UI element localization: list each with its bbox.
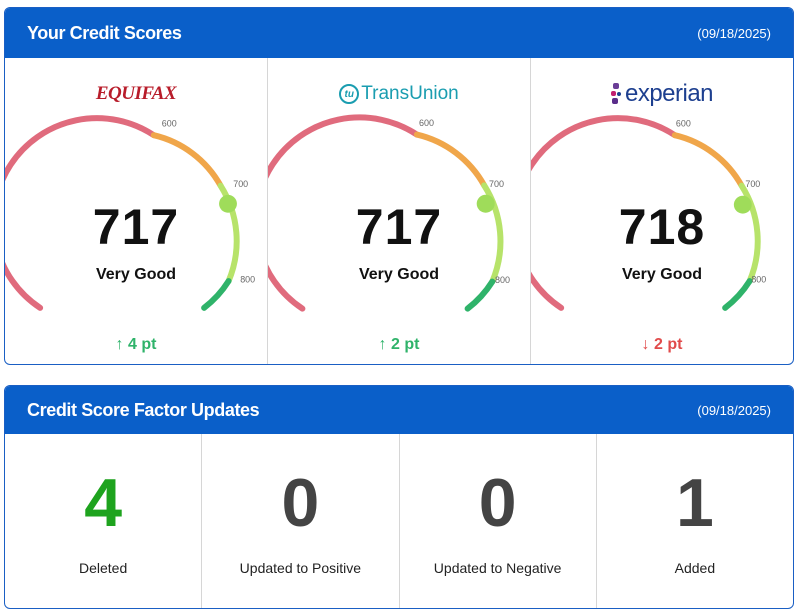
score-change: ↓ 2 pt: [531, 336, 793, 354]
factor-added[interactable]: 1 Added: [597, 434, 793, 608]
experian-name: experian: [624, 80, 714, 107]
gauge-marker: [219, 194, 237, 213]
score-gauge: 600 700 800: [268, 114, 510, 312]
credit-scores-title: Your Credit Scores: [27, 22, 182, 43]
score-change: ↑ 2 pt: [268, 336, 530, 354]
tick-label-700: 700: [489, 179, 504, 189]
score-rating: Very Good: [621, 266, 703, 283]
gauge-band-excellent: [464, 278, 496, 312]
gauge-band-fair: [413, 131, 488, 189]
transunion-name: TransUnion: [361, 83, 459, 104]
factor-label: Deleted: [78, 560, 128, 576]
factor-label: Added: [674, 560, 716, 576]
factor-deleted[interactable]: 4 Deleted: [5, 434, 203, 608]
factor-label: Updated to Negative: [433, 560, 562, 576]
tick-label-800: 800: [240, 274, 255, 284]
bureau-card-equifax[interactable]: 600 700 800 EQUIFAX 717 Very Good ↑ 4 pt: [5, 58, 268, 364]
score-change: ↑ 4 pt: [5, 336, 267, 354]
transunion-wordmark: tu TransUnion: [339, 83, 459, 105]
factor-count: 1: [675, 465, 714, 541]
gauge-band-excellent: [201, 278, 232, 311]
tick-label-600: 600: [419, 118, 434, 128]
credit-scores-panel: Your Credit Scores (09/18/2025) 600 700 …: [4, 7, 794, 365]
experian-dots-icon: [610, 83, 623, 105]
score-rating: Very Good: [358, 266, 440, 283]
tick-label-800: 800: [751, 274, 766, 284]
score-change-text: 2 pt: [654, 336, 683, 353]
bureau-card-transunion[interactable]: 600 700 800 tu TransUnion 717 Very Good …: [268, 58, 531, 364]
credit-scores-date: (09/18/2025): [697, 25, 771, 41]
gauge-band-poor: [5, 115, 157, 311]
gauge-marker: [476, 194, 495, 213]
gauge-band-poor: [268, 114, 420, 312]
score-value: 717: [92, 199, 180, 255]
factor-updated-positive[interactable]: 0 Updated to Positive: [202, 434, 400, 608]
arrow-up-icon: ↑: [115, 336, 124, 353]
gauge-band-fair: [671, 132, 745, 189]
gauge-band-fair: [150, 132, 224, 189]
factor-count: 4: [84, 465, 123, 541]
gauge-band-excellent: [722, 278, 753, 311]
factor-label: Updated to Positive: [239, 560, 362, 576]
bureau-card-experian[interactable]: 600 700 800 experian 718 Very Good: [531, 58, 793, 364]
factor-count: 0: [478, 465, 517, 541]
tick-label-800: 800: [495, 275, 510, 285]
equifax-wordmark: EQUIFAX: [95, 83, 177, 104]
experian-wordmark: experian: [610, 80, 714, 108]
factor-updates-date: (09/18/2025): [697, 402, 771, 418]
arrow-down-icon: ↓: [641, 336, 650, 353]
gauge-band-good: [481, 182, 504, 285]
factor-updates-title: Credit Score Factor Updates: [27, 399, 260, 420]
bureau-row: 600 700 800 EQUIFAX 717 Very Good ↑ 4 pt: [5, 58, 793, 364]
tick-label-600: 600: [676, 119, 691, 129]
gauge-band-poor: [531, 115, 678, 311]
credit-scores-header: Your Credit Scores (09/18/2025): [5, 8, 793, 58]
gauge-marker: [733, 195, 752, 214]
transunion-logo: tu TransUnion: [268, 80, 530, 108]
arrow-up-icon: ↑: [378, 336, 387, 353]
tick-label-700: 700: [233, 179, 248, 189]
transunion-mark-icon: tu: [339, 84, 360, 104]
score-value: 718: [618, 199, 706, 255]
tick-label-700: 700: [745, 179, 760, 189]
factor-updates-header: Credit Score Factor Updates (09/18/2025): [5, 386, 793, 434]
score-gauge: 600 700 800: [531, 115, 766, 311]
factor-updated-negative[interactable]: 0 Updated to Negative: [400, 434, 597, 608]
factor-row: 4 Deleted 0 Updated to Positive 0 Update…: [5, 434, 793, 608]
factor-count: 0: [281, 465, 320, 541]
score-change-text: 4 pt: [128, 336, 157, 353]
score-change-text: 2 pt: [391, 336, 420, 353]
factor-updates-panel: Credit Score Factor Updates (09/18/2025)…: [4, 385, 794, 609]
score-gauge: 600 700 800: [5, 115, 255, 311]
experian-logo: experian: [531, 80, 793, 108]
tick-label-600: 600: [162, 119, 177, 129]
gauge-band-good: [738, 182, 761, 285]
equifax-logo: EQUIFAX: [5, 80, 267, 108]
score-value: 717: [355, 199, 443, 255]
score-rating: Very Good: [95, 266, 177, 283]
